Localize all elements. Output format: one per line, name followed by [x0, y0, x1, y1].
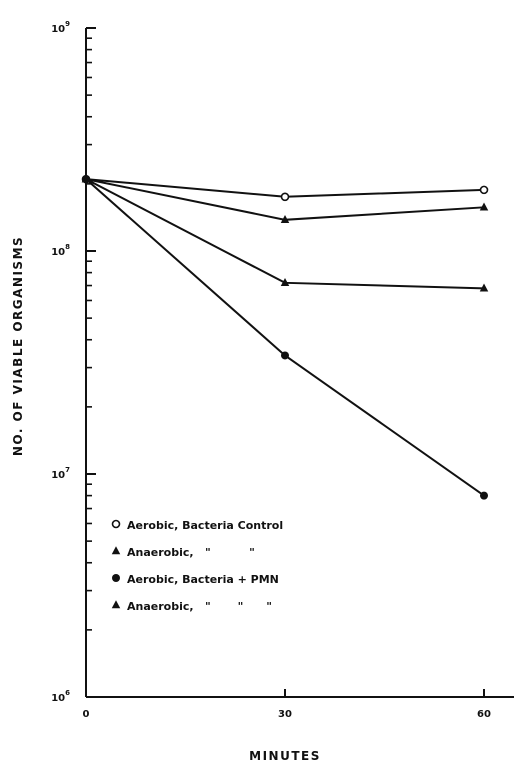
legend-marker-4 [111, 600, 121, 609]
legend: Aerobic, Bacteria Control Anaerobic, " " A… [111, 519, 283, 613]
tick-marks: 106 107 108 109 0 30 60 [51, 20, 491, 720]
series-2-point [479, 202, 489, 211]
y-axis-label: NO. OF VIABLE ORGANISMS [11, 236, 25, 456]
y-tick-label: 108 [51, 243, 70, 258]
y-tick-label: 106 [51, 689, 70, 704]
y-tick-label: 107 [51, 466, 70, 481]
series-2-point [280, 215, 290, 224]
series-1-point [479, 185, 489, 195]
x-tick-label: 30 [278, 709, 292, 720]
legend-label-1: Aerobic, Bacteria Control [127, 519, 283, 532]
x-axis-label: MINUTES [249, 749, 321, 763]
x-tick-label: 0 [83, 709, 90, 720]
series-1-point [280, 192, 290, 202]
series-4-point [479, 283, 489, 292]
series-4-point [280, 278, 290, 287]
series-3-point [281, 351, 289, 360]
y-tick-label: 109 [51, 20, 70, 35]
series-3-point [480, 491, 488, 500]
x-tick-label: 60 [477, 709, 491, 720]
series-group [81, 174, 489, 500]
legend-marker-1 [111, 519, 121, 529]
legend-label-4: Anaerobic, " " " [127, 600, 272, 613]
legend-marker-2 [111, 546, 121, 555]
series-line-3 [85, 178, 485, 497]
legend-label-2: Anaerobic, " " [127, 546, 255, 559]
legend-label-3: Aerobic, Bacteria + PMN [127, 573, 279, 586]
axes [85, 28, 514, 698]
legend-marker-3 [112, 574, 120, 582]
series-4-point [81, 174, 91, 183]
